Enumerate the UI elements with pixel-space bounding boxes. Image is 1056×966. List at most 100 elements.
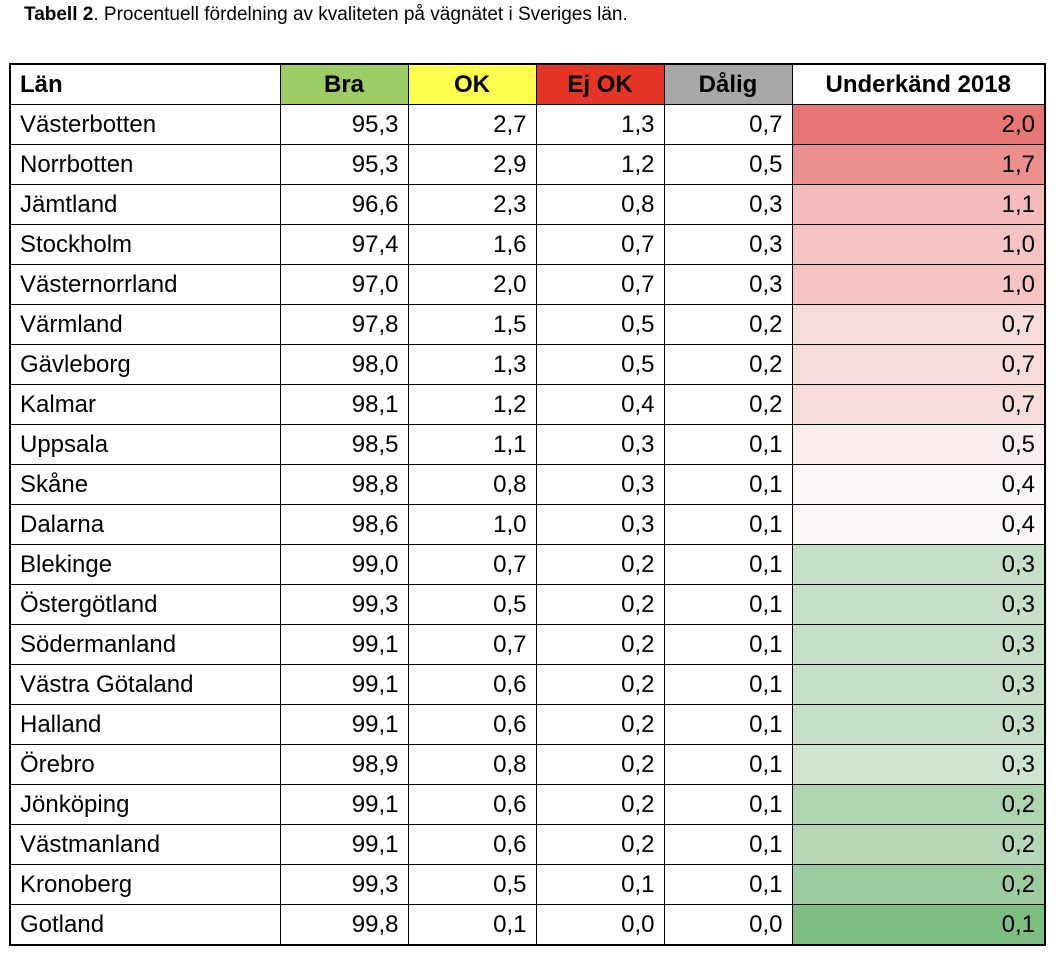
table-caption: Tabell 2. Procentuell fördelning av kval…	[24, 4, 628, 26]
cell-lan: Halland	[9, 704, 281, 745]
cell-ok: 1,3	[407, 344, 537, 385]
cell-lan: Jönköping	[9, 784, 281, 825]
county-quality-table: Län Bra OK Ej OK Dålig Underkänd 2018 Vä…	[9, 63, 1046, 946]
cell-ej-ok: 1,3	[535, 104, 665, 145]
cell-ej-ok: 0,5	[535, 304, 665, 345]
table-row: Halland 99,1 0,6 0,2 0,1 0,3	[9, 704, 1046, 745]
cell-bra: 98,1	[279, 384, 409, 425]
cell-ok: 0,7	[407, 624, 537, 665]
cell-lan: Västernorrland	[9, 264, 281, 305]
table-row: Västernorrland 97,0 2,0 0,7 0,3 1,0	[9, 264, 1046, 305]
cell-lan: Södermanland	[9, 624, 281, 665]
cell-ok: 2,0	[407, 264, 537, 305]
cell-ej-ok: 0,2	[535, 584, 665, 625]
cell-ok: 1,5	[407, 304, 537, 345]
cell-bra: 99,3	[279, 584, 409, 625]
cell-bra: 98,5	[279, 424, 409, 465]
cell-dalig: 0,3	[663, 224, 793, 265]
cell-underkand: 1,0	[791, 224, 1046, 265]
cell-ok: 2,7	[407, 104, 537, 145]
cell-lan: Uppsala	[9, 424, 281, 465]
cell-dalig: 0,1	[663, 744, 793, 785]
cell-underkand: 0,2	[791, 784, 1046, 825]
cell-ej-ok: 0,7	[535, 224, 665, 265]
table-row: Uppsala 98,5 1,1 0,3 0,1 0,5	[9, 424, 1046, 465]
cell-ej-ok: 0,2	[535, 744, 665, 785]
cell-bra: 97,4	[279, 224, 409, 265]
cell-ej-ok: 0,8	[535, 184, 665, 225]
cell-ej-ok: 0,7	[535, 264, 665, 305]
header-bra: Bra	[279, 63, 409, 105]
cell-ok: 1,6	[407, 224, 537, 265]
cell-ej-ok: 0,3	[535, 464, 665, 505]
cell-underkand: 1,7	[791, 144, 1046, 185]
cell-ej-ok: 0,3	[535, 504, 665, 545]
cell-dalig: 0,2	[663, 344, 793, 385]
cell-bra: 99,1	[279, 664, 409, 705]
header-underkand-2018: Underkänd 2018	[791, 63, 1046, 105]
cell-bra: 95,3	[279, 144, 409, 185]
cell-underkand: 0,2	[791, 864, 1046, 905]
cell-ok: 0,5	[407, 864, 537, 905]
cell-bra: 99,0	[279, 544, 409, 585]
cell-underkand: 0,7	[791, 304, 1046, 345]
cell-lan: Blekinge	[9, 544, 281, 585]
cell-underkand: 0,1	[791, 904, 1046, 946]
cell-ej-ok: 0,3	[535, 424, 665, 465]
cell-bra: 98,9	[279, 744, 409, 785]
cell-ok: 0,1	[407, 904, 537, 946]
table-row: Värmland 97,8 1,5 0,5 0,2 0,7	[9, 304, 1046, 345]
cell-bra: 97,8	[279, 304, 409, 345]
cell-bra: 99,3	[279, 864, 409, 905]
cell-bra: 99,1	[279, 784, 409, 825]
cell-bra: 99,1	[279, 704, 409, 745]
cell-dalig: 0,7	[663, 104, 793, 145]
cell-ej-ok: 0,2	[535, 544, 665, 585]
cell-lan: Stockholm	[9, 224, 281, 265]
table-row: Västra Götaland 99,1 0,6 0,2 0,1 0,3	[9, 664, 1046, 705]
cell-dalig: 0,2	[663, 304, 793, 345]
cell-underkand: 2,0	[791, 104, 1046, 145]
cell-dalig: 0,2	[663, 384, 793, 425]
table-row: Kronoberg 99,3 0,5 0,1 0,1 0,2	[9, 864, 1046, 905]
header-ok: OK	[407, 63, 537, 105]
cell-ok: 1,1	[407, 424, 537, 465]
cell-ej-ok: 1,2	[535, 144, 665, 185]
cell-lan: Gävleborg	[9, 344, 281, 385]
cell-ok: 2,3	[407, 184, 537, 225]
cell-dalig: 0,3	[663, 264, 793, 305]
cell-ok: 0,5	[407, 584, 537, 625]
cell-ej-ok: 0,2	[535, 824, 665, 865]
cell-lan: Dalarna	[9, 504, 281, 545]
header-dalig: Dålig	[663, 63, 793, 105]
cell-dalig: 0,1	[663, 864, 793, 905]
cell-ok: 1,0	[407, 504, 537, 545]
cell-ej-ok: 0,2	[535, 784, 665, 825]
table-row: Stockholm 97,4 1,6 0,7 0,3 1,0	[9, 224, 1046, 265]
table-row: Jönköping 99,1 0,6 0,2 0,1 0,2	[9, 784, 1046, 825]
cell-underkand: 0,5	[791, 424, 1046, 465]
cell-bra: 97,0	[279, 264, 409, 305]
table-row: Blekinge 99,0 0,7 0,2 0,1 0,3	[9, 544, 1046, 585]
table-row: Västmanland 99,1 0,6 0,2 0,1 0,2	[9, 824, 1046, 865]
cell-dalig: 0,1	[663, 664, 793, 705]
cell-ej-ok: 0,0	[535, 904, 665, 946]
cell-underkand: 1,0	[791, 264, 1046, 305]
caption-label: Tabell 2	[24, 4, 94, 25]
cell-ok: 0,8	[407, 464, 537, 505]
cell-lan: Skåne	[9, 464, 281, 505]
cell-lan: Jämtland	[9, 184, 281, 225]
cell-bra: 98,8	[279, 464, 409, 505]
cell-underkand: 0,3	[791, 744, 1046, 785]
cell-dalig: 0,1	[663, 504, 793, 545]
cell-lan: Östergötland	[9, 584, 281, 625]
cell-ok: 0,6	[407, 784, 537, 825]
cell-underkand: 0,2	[791, 824, 1046, 865]
cell-dalig: 0,1	[663, 624, 793, 665]
cell-dalig: 0,1	[663, 824, 793, 865]
header-row: Län Bra OK Ej OK Dålig Underkänd 2018	[9, 63, 1046, 105]
cell-lan: Kalmar	[9, 384, 281, 425]
cell-underkand: 0,4	[791, 504, 1046, 545]
cell-bra: 98,0	[279, 344, 409, 385]
cell-underkand: 0,7	[791, 344, 1046, 385]
